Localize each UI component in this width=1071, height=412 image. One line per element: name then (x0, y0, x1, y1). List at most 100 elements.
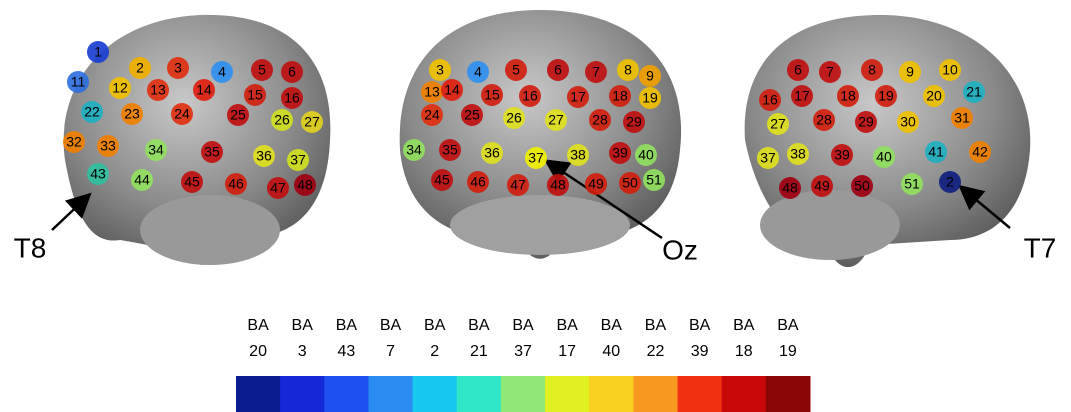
legend-swatch (501, 376, 546, 412)
legend-label: BA (645, 317, 667, 334)
electrode-label: 29 (626, 114, 642, 130)
electrode-label: 29 (858, 114, 874, 130)
electrode-label: 18 (612, 88, 628, 104)
legend-label: BA (247, 317, 269, 334)
electrode-label: 44 (134, 172, 150, 188)
electrode-label: 9 (906, 64, 914, 80)
legend-swatch (633, 376, 678, 412)
legend-label: BA (336, 317, 358, 334)
electrode-label: 34 (148, 142, 164, 158)
electrode-label: 40 (876, 149, 892, 165)
electrode-label: 35 (204, 144, 220, 160)
electrode-label: 25 (464, 107, 480, 123)
electrode-label: 12 (112, 80, 128, 96)
electrode-label: 32 (66, 134, 82, 150)
electrode-label: 22 (84, 104, 100, 120)
electrode-label: 24 (174, 106, 190, 122)
electrode-label: 40 (638, 147, 654, 163)
legend-label: BA (777, 317, 799, 334)
electrode-label: 9 (646, 68, 654, 84)
legend-label: 37 (514, 343, 532, 360)
electrode-label: 24 (424, 107, 440, 123)
legend-label: BA (733, 317, 755, 334)
legend-swatch (413, 376, 458, 412)
legend-swatch (545, 376, 590, 412)
electrode-label: 4 (474, 64, 482, 80)
electrode-label: 16 (284, 90, 300, 106)
electrode-label: 51 (904, 176, 920, 192)
page: 1234561112131415162223242526273233343536… (0, 0, 1071, 412)
electrode-label: 43 (90, 166, 106, 182)
electrode-label: 50 (622, 175, 638, 191)
legend-swatch (324, 376, 369, 412)
legend-label: 21 (470, 343, 488, 360)
electrode-label: 27 (770, 116, 786, 132)
electrode-label: 48 (550, 177, 566, 193)
electrode-label: 21 (966, 84, 982, 100)
legend-swatch (368, 376, 413, 412)
electrode-label: 34 (406, 142, 422, 158)
legend-label: BA (512, 317, 534, 334)
electrode-label: 10 (942, 62, 958, 78)
electrode-label: 15 (247, 87, 263, 103)
electrode-label: 13 (150, 82, 166, 98)
electrode-label: 5 (512, 62, 520, 78)
electrode-label: 26 (274, 112, 290, 128)
electrode-label: 5 (258, 62, 266, 78)
electrode-label: 48 (297, 177, 313, 193)
electrode-label: 28 (816, 112, 832, 128)
legend-label: BA (468, 317, 490, 334)
electrode-label: 51 (646, 172, 662, 188)
legend-label: 40 (602, 343, 620, 360)
electrode-label: 6 (794, 62, 802, 78)
legend-label: 22 (647, 343, 665, 360)
callout-label: T7 (1024, 232, 1057, 263)
electrode-label: 38 (790, 146, 806, 162)
electrode-label: 17 (794, 88, 810, 104)
electrode-label: 11 (71, 74, 86, 90)
legend-swatch (589, 376, 634, 412)
legend-label: 20 (249, 343, 267, 360)
electrode-label: 16 (522, 88, 538, 104)
electrode-label: 36 (484, 145, 500, 161)
electrode-label: 45 (434, 172, 450, 188)
electrode-label: 7 (592, 64, 600, 80)
electrode-label: 19 (642, 90, 658, 106)
electrode-label: 2 (136, 60, 144, 76)
electrode-label: 35 (442, 142, 458, 158)
brain-right (745, 15, 1031, 267)
legend-label: 2 (430, 343, 439, 360)
electrode-label: 49 (814, 178, 830, 194)
electrode-label: 14 (444, 82, 460, 98)
legend-label: 43 (337, 343, 355, 360)
electrode-label: 3 (174, 60, 182, 76)
electrode-label: 7 (826, 64, 834, 80)
electrode-label: 46 (470, 174, 486, 190)
electrode-label: 18 (840, 88, 856, 104)
electrode-label: 16 (762, 92, 778, 108)
electrode-label: 20 (926, 88, 942, 104)
legend-label: BA (424, 317, 446, 334)
electrode-label: 38 (570, 147, 586, 163)
callout-label: T8 (14, 232, 47, 263)
legend-label: BA (689, 317, 711, 334)
legend-swatch (766, 376, 811, 412)
electrode-label: 26 (506, 110, 522, 126)
electrode-label: 47 (510, 177, 526, 193)
electrode-label: 14 (196, 82, 212, 98)
electrode-label: 19 (878, 88, 894, 104)
electrode-label: 17 (570, 89, 586, 105)
electrode-label: 27 (548, 112, 564, 128)
electrode-label: 2 (946, 174, 954, 190)
legend-label: 19 (779, 343, 797, 360)
legend-label: BA (556, 317, 578, 334)
legend-swatch (722, 376, 767, 412)
legend-label: BA (380, 317, 402, 334)
electrode-label: 50 (854, 178, 870, 194)
legend-label: 18 (735, 343, 753, 360)
electrode-label: 33 (100, 138, 116, 154)
electrode-label: 15 (484, 87, 500, 103)
callout-label: Oz (662, 234, 698, 265)
electrode-label: 47 (270, 180, 286, 196)
legend-label: 3 (298, 343, 307, 360)
